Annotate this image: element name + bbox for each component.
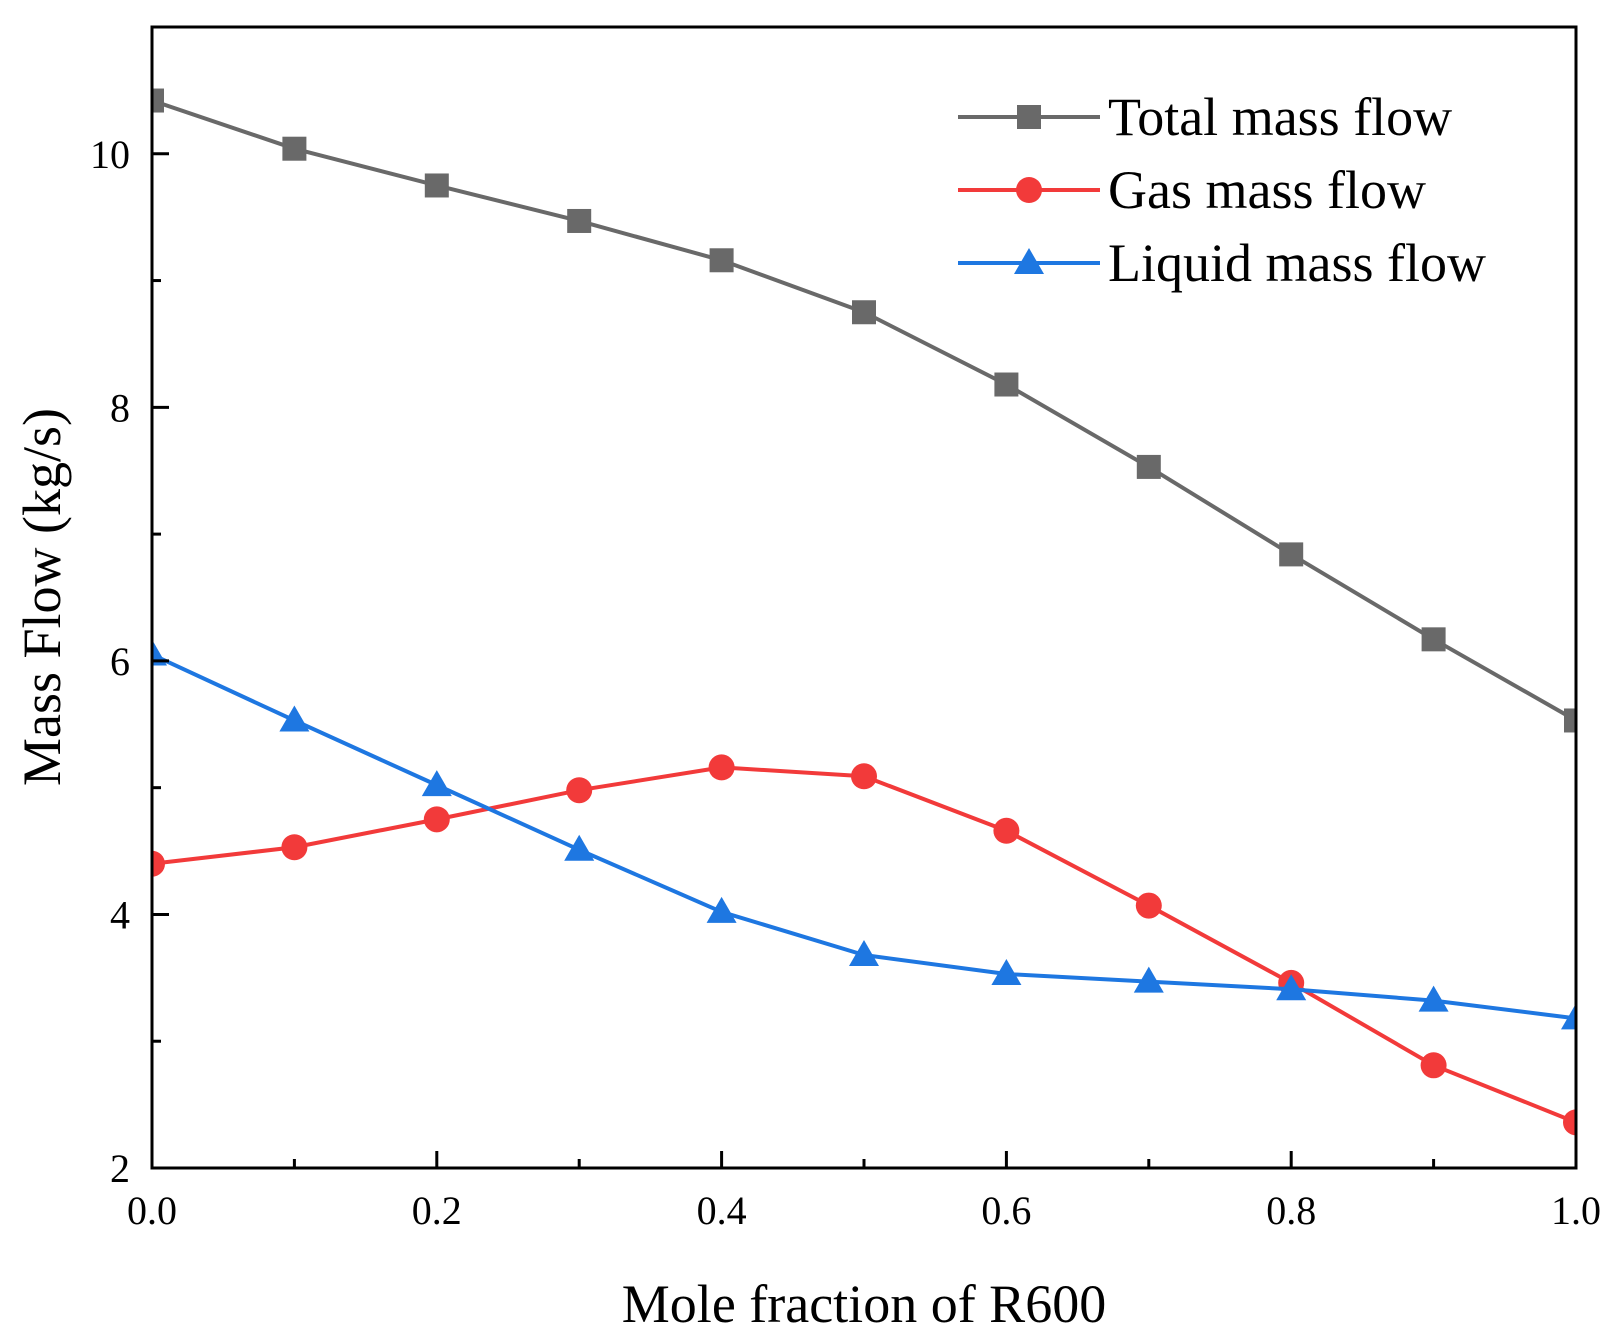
y-tick-label: 10 [90,132,130,177]
data-point [1564,708,1576,733]
series-total-mass-flow [152,88,1576,733]
data-point [849,940,879,967]
data-point [706,896,737,923]
data-point [421,770,452,797]
legend: Total mass flow Gas mass flow Liquid mass … [958,87,1486,293]
data-point [993,817,1020,844]
data-point [566,777,593,804]
data-point [281,834,308,861]
data-point [851,763,877,790]
x-tick-label: 0.4 [697,1188,747,1233]
y-axis-label: Mass Flow (kg/s) [12,408,72,786]
legend-label: Liquid mass flow [1108,233,1486,293]
data-point [994,372,1019,397]
x-tick-label: 0.2 [412,1188,462,1233]
data-point [423,806,450,833]
data-point [564,834,595,861]
data-point [709,248,734,273]
data-point [152,639,167,666]
data-point [1135,892,1162,919]
data-point [567,208,592,233]
axis-ticks [150,152,1578,1170]
data-point [1418,985,1449,1012]
legend-item: Liquid mass flow [958,233,1486,293]
series-liquid-mass-flow [152,639,1576,1030]
legend-label: Gas mass flow [1108,160,1426,220]
data-point [852,300,876,325]
data-point [424,173,449,198]
x-tick-label: 0.6 [981,1188,1031,1233]
data-point [1133,966,1164,993]
data-point [282,136,307,161]
tick-labels: 0.0 0.2 0.4 0.6 0.8 1.0 2 4 6 8 10 [90,132,1601,1233]
data-point [991,959,1022,986]
data-point [1561,1003,1576,1030]
data-point [1276,974,1307,1001]
x-tick-label: 1.0 [1551,1188,1601,1233]
x-tick-label: 0.0 [127,1188,177,1233]
x-tick-label: 0.8 [1266,1188,1316,1233]
data-point [152,88,164,113]
data-point [1279,542,1304,567]
legend-marker [1014,248,1044,274]
data-point [708,754,735,781]
data-point [279,705,310,732]
y-tick-label: 8 [110,385,130,430]
plot-series [152,88,1576,1136]
legend-item: Gas mass flow [958,160,1426,220]
legend-marker [1017,105,1041,129]
y-tick-label: 6 [110,639,130,684]
data-point [152,850,165,877]
data-point [1136,454,1161,479]
data-point [1563,1109,1576,1136]
data-point [1420,1052,1447,1079]
y-tick-label: 4 [110,892,130,937]
y-tick-label: 2 [110,1146,130,1191]
legend-item: Total mass flow [958,87,1452,147]
legend-label: Total mass flow [1108,87,1452,147]
data-point [1421,627,1446,652]
series-area [152,88,1576,1136]
x-axis-label: Mole fraction of R600 [622,1274,1106,1334]
legend-marker [1016,177,1042,203]
